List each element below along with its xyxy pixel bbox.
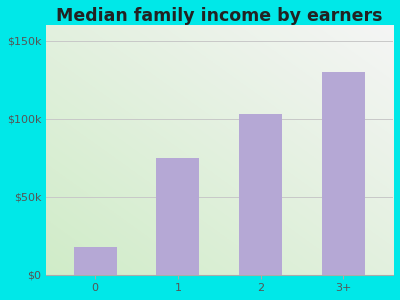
Bar xyxy=(74,247,117,275)
Title: Median family income by earners: Median family income by earners xyxy=(56,7,382,25)
Bar xyxy=(322,72,365,275)
Bar xyxy=(156,158,200,275)
Bar xyxy=(239,114,282,275)
